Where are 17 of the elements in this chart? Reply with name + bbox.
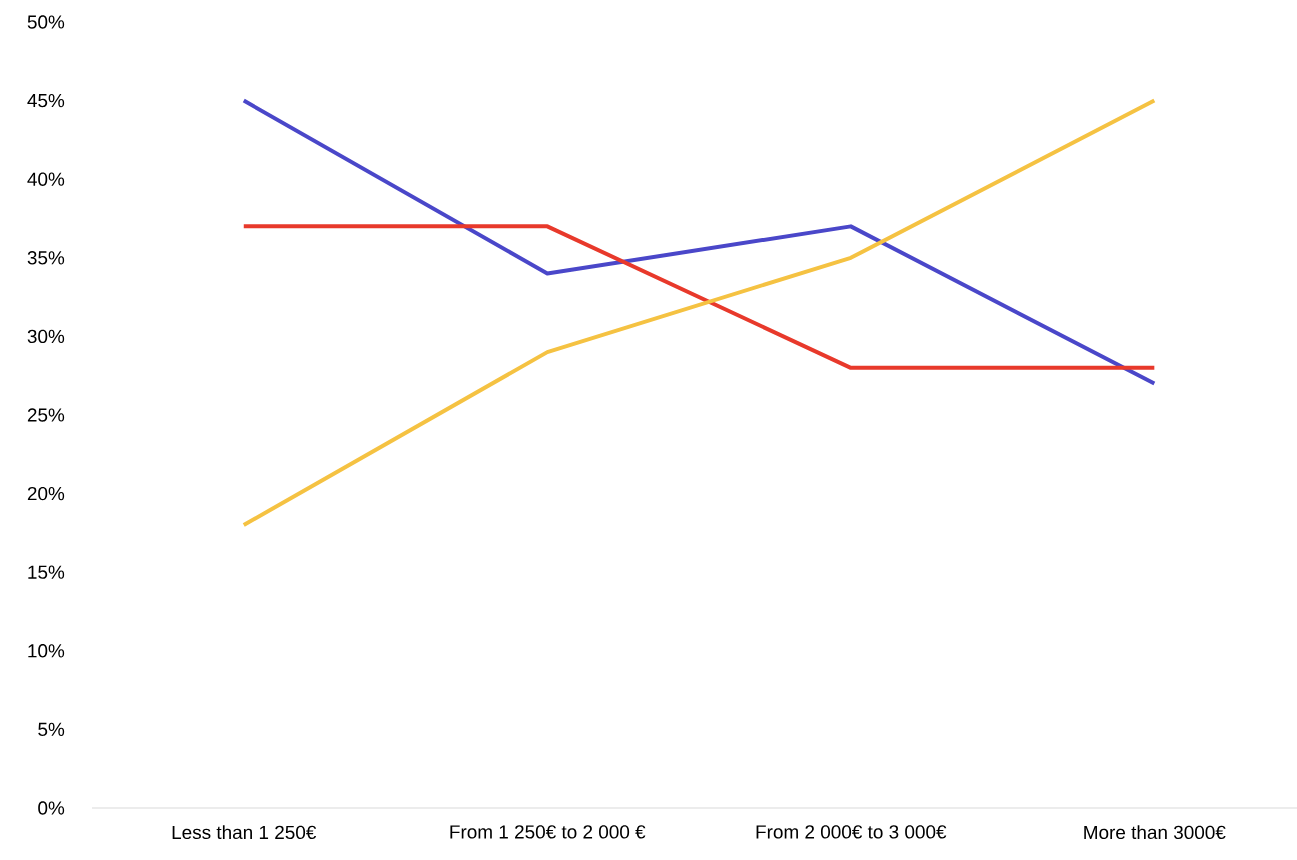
- y-tick-label: 40%: [27, 172, 65, 186]
- y-tick-label: 20%: [27, 486, 65, 501]
- y-tick-label: 35%: [27, 251, 65, 265]
- x-tick-label: From 2 000€ to 3 000€: [756, 825, 947, 839]
- y-tick-label: 10%: [28, 644, 65, 658]
- y-tick-label: 50%: [27, 15, 65, 29]
- x-tick-label: Less than 1 250€: [172, 825, 317, 840]
- x-tick-label: From 1 250€ to 2 000 €: [450, 825, 646, 839]
- y-tick-label: 25%: [27, 408, 65, 422]
- y-tick-label: 15%: [28, 565, 65, 579]
- y-tick-label: 0%: [38, 801, 65, 815]
- line-series: [241, 98, 1157, 386]
- y-tick-label: 5%: [38, 722, 65, 737]
- y-tick-label: 45%: [27, 93, 65, 108]
- y-tick-label: 30%: [27, 329, 65, 344]
- line-series: [241, 98, 1157, 528]
- x-tick-label: More than 3000€: [1084, 825, 1226, 840]
